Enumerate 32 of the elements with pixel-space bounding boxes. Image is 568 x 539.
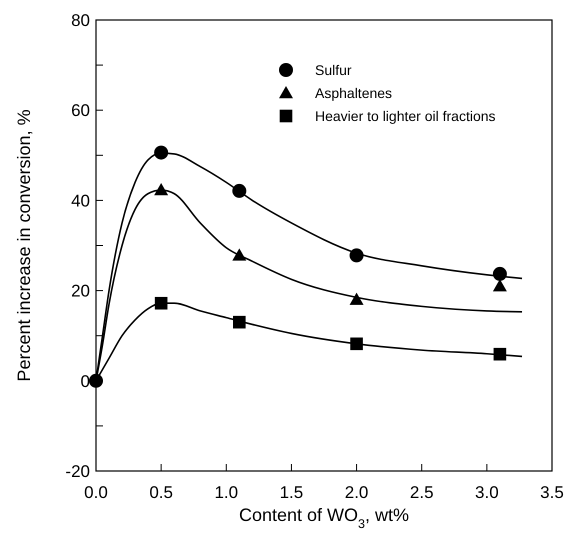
- y-tick-label: 20: [71, 282, 90, 301]
- y-tick-label: 0: [80, 372, 90, 391]
- legend-label: Heavier to lighter oil fractions: [315, 108, 496, 124]
- y-tick-label: 80: [71, 11, 90, 30]
- y-tick-label: 60: [71, 101, 90, 120]
- point: [350, 338, 363, 350]
- x-tick-label: 2.0: [344, 483, 368, 502]
- y-axis-title: Percent increase in conversion, %: [14, 109, 34, 382]
- x-axis-title: Content of WO$_{3}$, wt%: [238, 505, 410, 531]
- x-tick-label: 1.0: [214, 483, 238, 502]
- point: [232, 184, 246, 198]
- x-tick-label: 0.5: [149, 483, 173, 502]
- y-tick-label: -20: [65, 462, 90, 481]
- point: [494, 348, 506, 360]
- x-tick-label: 0.0: [84, 483, 108, 502]
- point: [492, 279, 507, 292]
- point: [154, 146, 168, 160]
- legend-label: Asphaltenes: [315, 85, 392, 101]
- point: [154, 183, 168, 196]
- point: [154, 296, 168, 310]
- point: [232, 248, 246, 261]
- x-tick-label: 2.5: [410, 483, 434, 502]
- point: [492, 266, 507, 281]
- legend-label: Sulfur: [315, 62, 352, 78]
- point: [350, 292, 364, 305]
- point: [233, 316, 246, 328]
- point: [350, 248, 364, 262]
- x-tick-label: 1.5: [280, 483, 304, 502]
- x-tick-label: 3.0: [475, 483, 499, 502]
- point: [89, 374, 103, 388]
- y-tick-label: 40: [71, 191, 90, 210]
- x-tick-label: 3.5: [540, 483, 564, 502]
